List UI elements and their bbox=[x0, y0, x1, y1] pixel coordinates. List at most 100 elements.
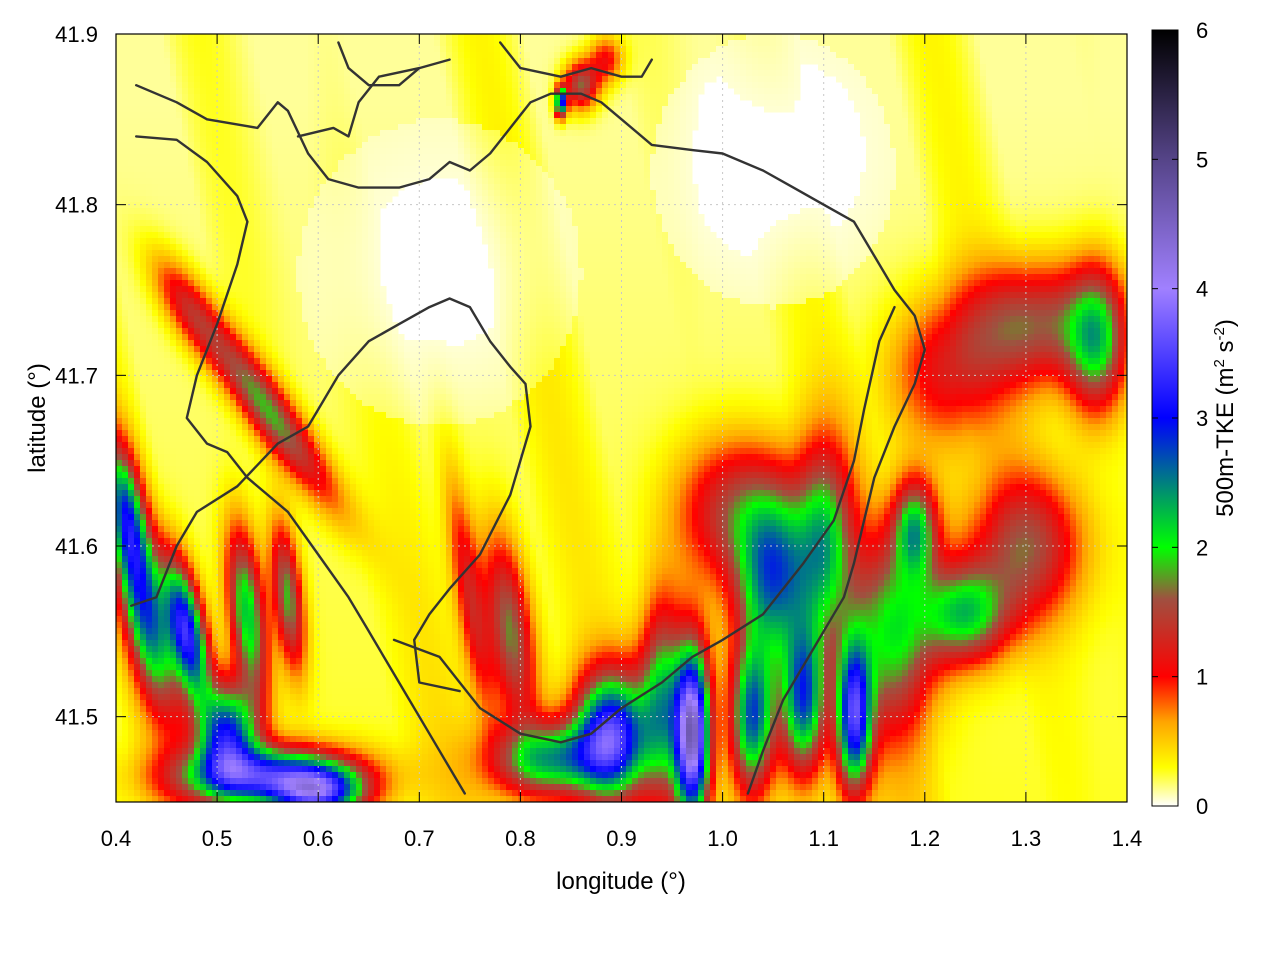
heatmap-cell bbox=[884, 184, 891, 191]
heatmap-cell bbox=[584, 40, 591, 47]
heatmap-cell bbox=[212, 232, 219, 239]
heatmap-cell bbox=[176, 196, 183, 203]
heatmap-cell bbox=[980, 160, 987, 167]
heatmap-cell bbox=[260, 148, 267, 155]
heatmap-cell bbox=[380, 76, 387, 83]
heatmap-cell bbox=[938, 160, 945, 167]
heatmap-cell bbox=[434, 52, 441, 59]
heatmap-cell bbox=[1052, 58, 1059, 65]
heatmap-cell bbox=[404, 160, 411, 167]
heatmap-cell bbox=[266, 118, 273, 125]
heatmap-cell bbox=[176, 208, 183, 215]
heatmap-cell bbox=[296, 214, 303, 221]
heatmap-cell bbox=[464, 112, 471, 119]
heatmap-cell bbox=[164, 154, 171, 161]
heatmap-cell bbox=[482, 112, 489, 119]
heatmap-cell bbox=[614, 130, 621, 137]
heatmap-cell bbox=[584, 136, 591, 143]
heatmap-cell bbox=[134, 160, 141, 167]
heatmap-cell bbox=[692, 52, 699, 59]
heatmap-cell bbox=[302, 154, 309, 161]
heatmap-cell bbox=[1046, 118, 1053, 125]
heatmap-cell bbox=[308, 202, 315, 209]
heatmap-cell bbox=[866, 154, 873, 161]
heatmap-cell bbox=[332, 106, 339, 113]
heatmap-cell bbox=[686, 76, 693, 83]
heatmap-cell bbox=[956, 124, 963, 131]
heatmap-cell bbox=[158, 166, 165, 173]
heatmap-cell bbox=[896, 112, 903, 119]
heatmap-cell bbox=[320, 34, 327, 41]
heatmap-cell bbox=[1118, 58, 1125, 65]
heatmap-cell bbox=[524, 136, 531, 143]
heatmap-cell bbox=[896, 124, 903, 131]
heatmap-cell bbox=[1040, 160, 1047, 167]
heatmap-cell bbox=[908, 184, 915, 191]
heatmap-cell bbox=[950, 124, 957, 131]
heatmap-cell bbox=[1124, 100, 1127, 107]
heatmap-cell bbox=[878, 40, 885, 47]
heatmap-cell bbox=[278, 136, 285, 143]
heatmap-cell bbox=[272, 100, 279, 107]
heatmap-cell bbox=[560, 136, 567, 143]
heatmap-cell bbox=[206, 232, 213, 239]
heatmap-cell bbox=[602, 64, 609, 71]
heatmap-cell bbox=[974, 76, 981, 83]
heatmap-cell bbox=[890, 166, 897, 173]
heatmap-cell bbox=[326, 226, 333, 233]
heatmap-cell bbox=[740, 70, 747, 77]
heatmap-cell bbox=[194, 142, 201, 149]
heatmap-cell bbox=[674, 220, 681, 227]
heatmap-cell bbox=[284, 118, 291, 125]
heatmap-cell bbox=[164, 52, 171, 59]
heatmap-cell bbox=[326, 106, 333, 113]
heatmap-cell bbox=[482, 34, 489, 41]
heatmap-cell bbox=[278, 160, 285, 167]
heatmap-cell bbox=[584, 64, 591, 71]
heatmap-cell bbox=[956, 100, 963, 107]
heatmap-cell bbox=[284, 142, 291, 149]
heatmap-cell bbox=[1004, 76, 1011, 83]
heatmap-cell bbox=[986, 70, 993, 77]
heatmap-cell bbox=[1064, 106, 1071, 113]
heatmap-cell bbox=[206, 70, 213, 77]
heatmap-cell bbox=[866, 202, 873, 209]
heatmap-cell bbox=[542, 214, 549, 221]
heatmap-cell bbox=[518, 82, 525, 89]
heatmap-cell bbox=[1106, 166, 1113, 173]
heatmap-cell bbox=[302, 232, 309, 239]
heatmap-cell bbox=[752, 88, 759, 95]
heatmap-cell bbox=[212, 202, 219, 209]
heatmap-cell bbox=[176, 172, 183, 179]
heatmap-cell bbox=[1052, 202, 1059, 209]
heatmap-cell bbox=[194, 214, 201, 221]
heatmap-cell bbox=[782, 52, 789, 59]
heatmap-cell bbox=[482, 166, 489, 173]
heatmap-cell bbox=[458, 46, 465, 53]
heatmap-cell bbox=[656, 76, 663, 83]
heatmap-cell bbox=[326, 166, 333, 173]
heatmap-cell bbox=[554, 166, 561, 173]
heatmap-cell bbox=[1064, 88, 1071, 95]
heatmap-cell bbox=[632, 142, 639, 149]
heatmap-cell bbox=[758, 58, 765, 65]
heatmap-cell bbox=[782, 58, 789, 65]
heatmap-cell bbox=[578, 214, 585, 221]
heatmap-cell bbox=[158, 148, 165, 155]
heatmap-cell bbox=[572, 172, 579, 179]
heatmap-cell bbox=[620, 106, 627, 113]
heatmap-cell bbox=[332, 118, 339, 125]
heatmap-cell bbox=[434, 94, 441, 101]
heatmap-cell bbox=[1046, 184, 1053, 191]
heatmap-cell bbox=[812, 34, 819, 41]
heatmap-cell bbox=[662, 124, 669, 131]
heatmap-cell bbox=[308, 118, 315, 125]
heatmap-cell bbox=[974, 52, 981, 59]
heatmap-cell bbox=[824, 220, 831, 227]
heatmap-cell bbox=[884, 160, 891, 167]
heatmap-cell bbox=[1100, 172, 1107, 179]
heatmap-cell bbox=[674, 52, 681, 59]
heatmap-cell bbox=[752, 76, 759, 83]
heatmap-cell bbox=[1082, 196, 1089, 203]
heatmap-cell bbox=[662, 100, 669, 107]
